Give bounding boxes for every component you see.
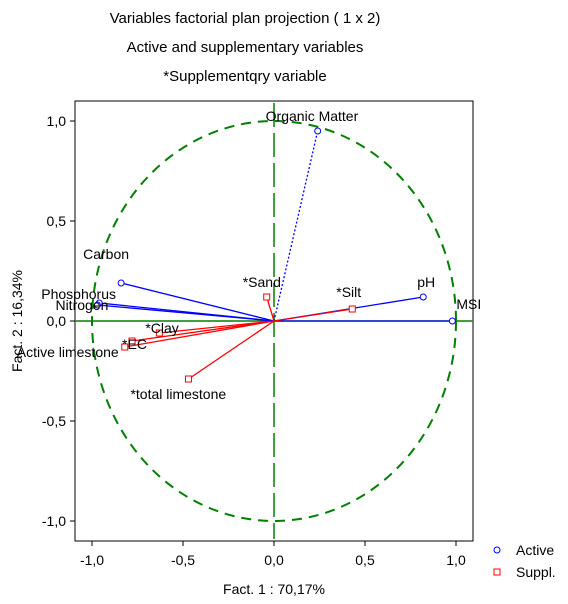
suppl-point-label: *Clay (145, 320, 178, 336)
active-point (419, 293, 427, 301)
active-vector-line (273, 130, 319, 322)
x-tick-label: 0,5 (355, 552, 375, 568)
legend-active-marker (493, 546, 501, 554)
suppl-point-label: *total limestone (130, 386, 226, 402)
suppl-point (128, 337, 136, 345)
suppl-vector-line (266, 296, 275, 322)
suppl-vector-line (131, 320, 275, 342)
active-vector-line (97, 304, 275, 322)
suppl-vector-line (188, 320, 275, 380)
suppl-point-label: *Sand (243, 274, 281, 290)
suppl-point-label: Active limestone (17, 344, 119, 360)
active-point-label: pH (417, 274, 435, 290)
suppl-point-label: *Silt (336, 284, 361, 300)
x-tick-label: 1,0 (446, 552, 466, 568)
chart-subtitle: Active and supplementary variables (126, 39, 364, 56)
x-tick-label: -1,0 (80, 552, 104, 568)
suppl-point (155, 329, 163, 337)
active-point (314, 127, 322, 135)
legend-entry: Suppl. (516, 564, 556, 580)
active-point (117, 279, 125, 287)
legend-suppl-marker (493, 568, 501, 576)
active-point-label: Organic Matter (266, 108, 359, 124)
y-tick-label: -1,0 (42, 513, 66, 529)
y-axis-label: Fact. 2 : 16,34% (9, 270, 25, 372)
y-tick-label: 0,0 (47, 313, 67, 329)
y-tick-label: 1,0 (47, 113, 67, 129)
x-tick-label: 0,0 (264, 552, 284, 568)
active-point-label: Carbon (83, 246, 129, 262)
chart-title: Variables factorial plan projection ( 1 … (109, 10, 381, 27)
suppl-vector-line (159, 320, 275, 334)
active-point-label: Phosphorus (41, 286, 116, 302)
active-point-label: MSI (456, 296, 481, 312)
suppl-point-label: *EC (122, 336, 147, 352)
suppl-point (348, 305, 356, 313)
suppl-point (184, 375, 192, 383)
suppl-point (121, 343, 129, 351)
active-point (448, 317, 456, 325)
active-point-label: Nitrogen (55, 297, 108, 313)
chart-note: *Supplementqry variable (163, 68, 327, 85)
y-tick-label: -0,5 (42, 413, 66, 429)
x-axis-label: Fact. 1 : 70,17% (223, 581, 325, 597)
legend-entry: Active (516, 542, 554, 558)
active-vector-line (120, 282, 275, 322)
suppl-vector-line (124, 320, 275, 348)
y-tick-label: 0,5 (47, 213, 67, 229)
suppl-point (263, 293, 271, 301)
x-tick-label: -0,5 (171, 552, 195, 568)
active-point (93, 301, 101, 309)
suppl-vector-line (273, 308, 353, 322)
